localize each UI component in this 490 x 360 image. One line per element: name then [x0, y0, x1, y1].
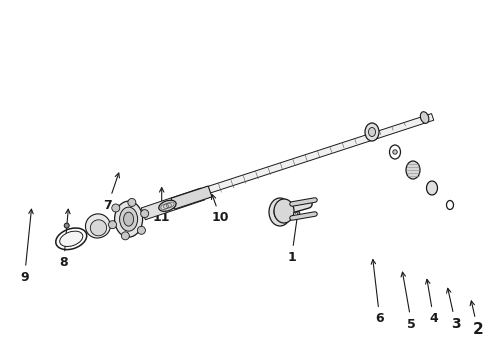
- Circle shape: [393, 150, 397, 154]
- Ellipse shape: [368, 127, 375, 136]
- Polygon shape: [85, 214, 110, 238]
- Ellipse shape: [365, 123, 379, 141]
- Polygon shape: [141, 188, 205, 220]
- Text: 3: 3: [446, 288, 461, 331]
- Text: 10: 10: [212, 194, 229, 224]
- Text: 7: 7: [103, 173, 120, 212]
- Ellipse shape: [274, 199, 294, 223]
- Ellipse shape: [120, 207, 138, 231]
- Polygon shape: [171, 186, 212, 209]
- Circle shape: [112, 204, 120, 212]
- Ellipse shape: [406, 161, 420, 179]
- Ellipse shape: [426, 181, 438, 195]
- Polygon shape: [190, 114, 434, 199]
- Polygon shape: [90, 220, 107, 236]
- Text: 4: 4: [425, 279, 438, 325]
- Ellipse shape: [60, 231, 83, 247]
- Circle shape: [108, 221, 117, 229]
- Circle shape: [64, 223, 69, 228]
- Text: 2: 2: [470, 301, 483, 337]
- Text: 1: 1: [287, 209, 300, 264]
- Ellipse shape: [159, 200, 176, 211]
- Ellipse shape: [420, 112, 429, 123]
- Text: 9: 9: [20, 209, 33, 284]
- Circle shape: [137, 226, 146, 234]
- Ellipse shape: [115, 201, 143, 237]
- Text: 8: 8: [59, 209, 70, 269]
- Ellipse shape: [123, 212, 134, 226]
- Text: 11: 11: [153, 188, 171, 224]
- Ellipse shape: [269, 198, 291, 226]
- Circle shape: [122, 232, 129, 240]
- Text: 6: 6: [371, 260, 384, 325]
- Circle shape: [128, 198, 136, 206]
- Text: 5: 5: [401, 272, 416, 330]
- Ellipse shape: [274, 204, 286, 220]
- Circle shape: [141, 210, 148, 218]
